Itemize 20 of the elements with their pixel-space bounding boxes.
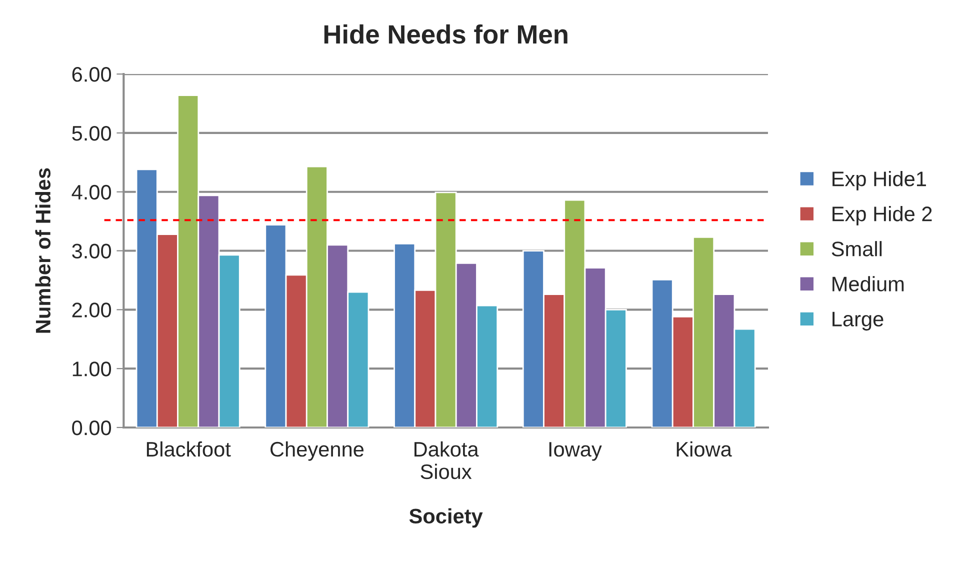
y-tick-label: 6.00 (72, 67, 112, 82)
legend-label: Large (832, 312, 884, 331)
legend-label: Medium (832, 276, 904, 292)
x-tick-label: Dakota Sioux (414, 441, 479, 480)
y-axis-title: Number of Hides (35, 168, 51, 333)
x-axis-title: Society (409, 508, 483, 528)
y-tick-label: 5.00 (72, 126, 112, 141)
y-tick-label: 2.00 (72, 302, 112, 318)
chart-title: Hide Needs for Men (324, 24, 568, 44)
legend-label: Exp Hide1 (832, 170, 926, 190)
legend-label: Exp Hide 2 (832, 206, 932, 226)
y-tick-label: 4.00 (72, 184, 112, 200)
x-tick-label: Blackfoot (146, 441, 231, 457)
x-tick-label: Kiowa (676, 441, 732, 457)
y-tick-label: 3.00 (72, 244, 112, 259)
x-tick-label: Ioway (549, 442, 602, 461)
y-tick-label: 0.00 (72, 420, 112, 436)
y-tick-label: 1.00 (72, 362, 112, 376)
x-tick-label: Cheyenne (270, 441, 364, 461)
legend-label: Small (832, 241, 882, 256)
